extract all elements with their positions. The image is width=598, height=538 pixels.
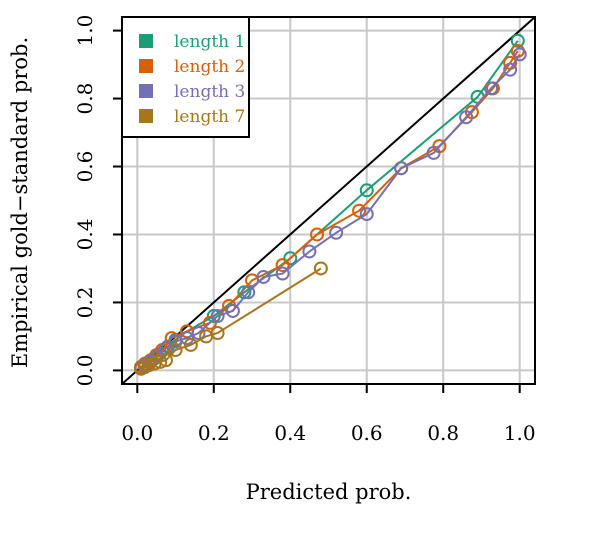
- y-axis-title: Empirical gold−standard prob.: [8, 37, 32, 368]
- data-point: [510, 33, 525, 48]
- y-axis: 0.0 0.2 0.4 0.6 0.8 1.0: [73, 15, 122, 387]
- series-4: [134, 261, 328, 376]
- x-tick-label: 0.0: [121, 421, 153, 445]
- legend-label: length 3: [174, 82, 245, 102]
- data-point: [313, 261, 328, 276]
- data-point: [426, 145, 441, 160]
- data-point: [359, 207, 374, 222]
- data-point: [153, 354, 168, 369]
- x-tick-label: 1.0: [504, 421, 536, 445]
- legend-swatch: [139, 84, 153, 98]
- data-point: [210, 309, 225, 324]
- series-lines: [134, 33, 527, 376]
- data-point: [191, 326, 206, 341]
- y-tick-label: 0.6: [73, 151, 97, 183]
- data-point: [225, 303, 240, 318]
- legend-label: length 7: [174, 107, 245, 127]
- data-point: [503, 62, 518, 77]
- data-point: [484, 81, 499, 96]
- data-point: [394, 161, 409, 176]
- legend-swatch: [139, 59, 153, 73]
- data-point: [329, 225, 344, 240]
- data-point: [168, 343, 183, 358]
- x-tick-label: 0.8: [427, 421, 459, 445]
- y-tick-label: 1.0: [73, 15, 97, 47]
- data-point: [310, 227, 325, 242]
- y-tick-label: 0.4: [73, 219, 97, 251]
- x-tick-label: 0.2: [198, 421, 230, 445]
- data-point: [241, 285, 256, 300]
- data-point: [359, 183, 374, 198]
- x-tick-label: 0.6: [351, 421, 383, 445]
- legend-swatch: [139, 109, 153, 123]
- data-point: [275, 266, 290, 281]
- legend-label: length 2: [174, 57, 245, 77]
- x-axis-title: Predicted prob.: [246, 480, 412, 504]
- data-point: [180, 331, 195, 346]
- data-point: [459, 110, 474, 125]
- legend: length 1 length 2 length 3 length 7: [121, 16, 250, 138]
- legend-label: length 1: [174, 32, 245, 52]
- y-tick-label: 0.0: [73, 355, 97, 387]
- data-point: [302, 244, 317, 259]
- data-point: [158, 353, 173, 368]
- x-axis: 0.0 0.2 0.4 0.6 0.8 1.0: [121, 383, 536, 445]
- x-tick-label: 0.4: [274, 421, 306, 445]
- data-point: [183, 337, 198, 352]
- data-point: [352, 203, 367, 218]
- y-tick-label: 0.2: [73, 287, 97, 319]
- data-point: [512, 47, 527, 62]
- y-tick-label: 0.8: [73, 83, 97, 115]
- diagonal-reference-line: [121, 16, 536, 385]
- data-point: [256, 269, 271, 284]
- data-point: [210, 326, 225, 341]
- data-point: [275, 258, 290, 273]
- legend-swatch: [139, 34, 153, 48]
